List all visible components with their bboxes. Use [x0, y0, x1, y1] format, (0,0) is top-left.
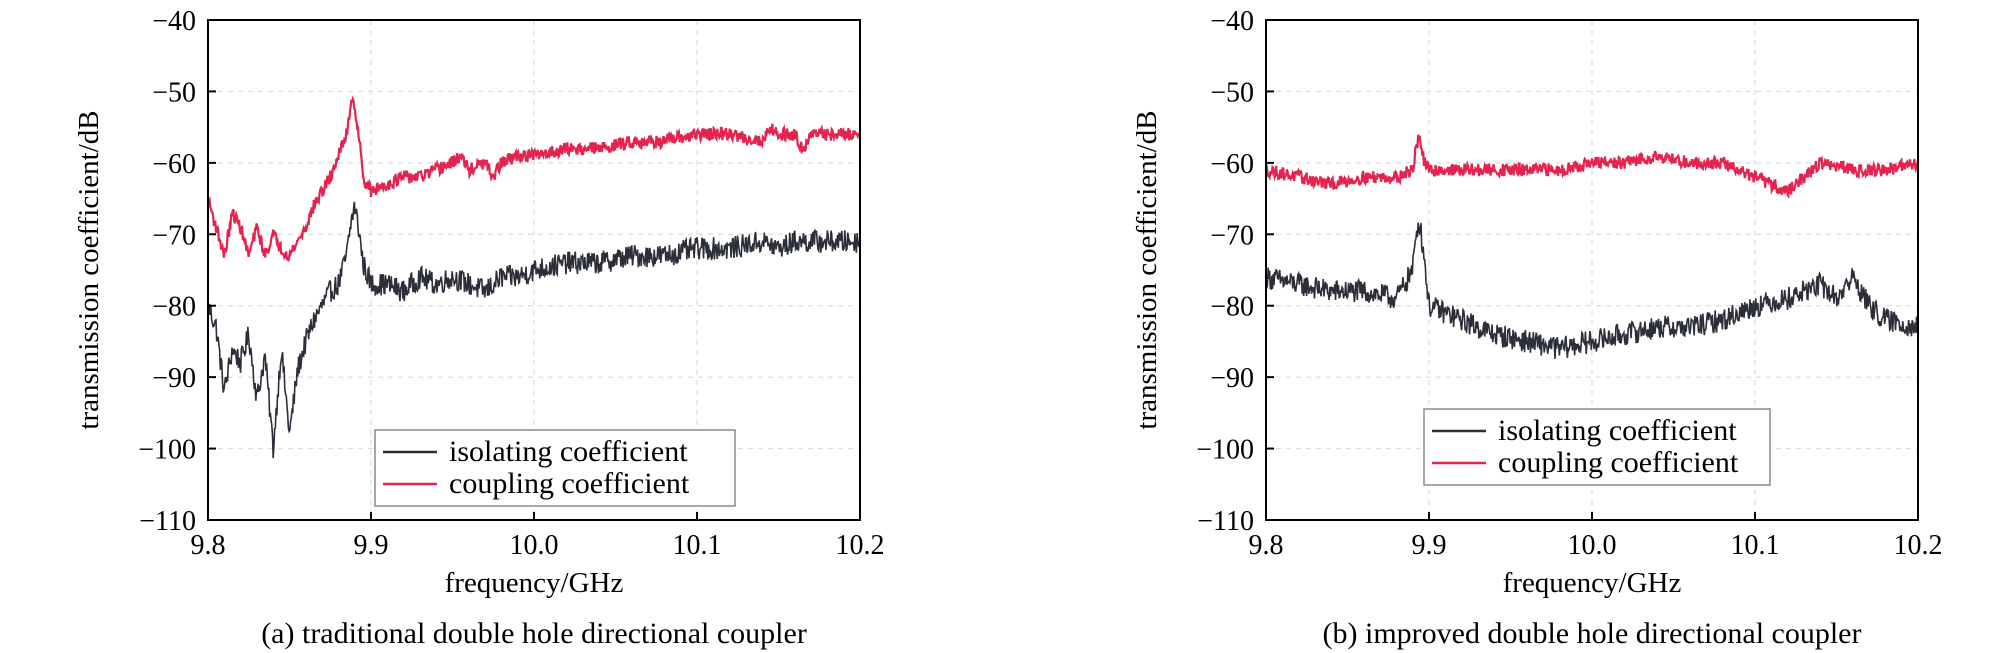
- panel-a: 9.8 9.9 10.0 10.1 10.2 −40 −50 −60 −70 −80 −90 −100…: [73, 6, 885, 650]
- legend-label: isolating coefficient: [449, 435, 688, 468]
- y-tick-label: −80: [152, 292, 196, 323]
- x-tick-label: 10.0: [1568, 530, 1617, 561]
- x-tick-label: 9.9: [354, 530, 389, 561]
- y-tick-label: −80: [1210, 292, 1254, 323]
- x-axis-title: frequency/GHz: [1503, 567, 1682, 599]
- y-tick-label: −90: [152, 363, 196, 394]
- panel-caption: (a) traditional double hole directional …: [261, 617, 807, 650]
- y-axis-title: transmission coefficient/dB: [73, 110, 105, 429]
- y-tick-label: −50: [1210, 77, 1254, 108]
- y-tick-label: −90: [1210, 363, 1254, 394]
- y-tick-label: −70: [152, 220, 196, 251]
- x-tick-label: 10.2: [1894, 530, 1943, 561]
- legend-label: coupling coefficient: [1498, 446, 1739, 479]
- y-tick-label: −40: [152, 6, 196, 37]
- legend-label: coupling coefficient: [449, 467, 690, 500]
- isolating-series-line: [208, 201, 860, 459]
- y-tick-label: −70: [1210, 220, 1254, 251]
- y-tick-label: −60: [1210, 149, 1254, 180]
- panel-caption: (b) improved double hole directional cou…: [1323, 617, 1862, 650]
- coupling-series-line: [208, 95, 860, 262]
- isolating-series-line: [1266, 222, 1918, 360]
- x-tick-label: 10.1: [673, 530, 722, 561]
- x-tick-label: 10.0: [510, 530, 559, 561]
- x-tick-label: 10.2: [836, 530, 885, 561]
- y-tick-label: −110: [1197, 506, 1254, 537]
- panel-b: 9.8 9.9 10.0 10.1 10.2 −40 −50 −60 −70 −80 −90 −100…: [1131, 6, 1943, 650]
- y-tick-label: −40: [1210, 6, 1254, 37]
- coupling-series-line: [1266, 134, 1918, 199]
- legend-label: isolating coefficient: [1498, 414, 1737, 447]
- x-tick-label: 9.8: [191, 530, 226, 561]
- legend-box: [374, 429, 736, 507]
- y-tick-label: −100: [138, 435, 196, 466]
- y-tick-label: −50: [152, 77, 196, 108]
- x-tick-label: 9.9: [1412, 530, 1447, 561]
- y-tick-label: −110: [139, 506, 196, 537]
- y-tick-label: −60: [152, 149, 196, 180]
- x-tick-label: 10.1: [1731, 530, 1780, 561]
- x-tick-label: 9.8: [1249, 530, 1284, 561]
- y-axis-title: transmission coefficient/dB: [1131, 110, 1163, 429]
- y-tick-label: −100: [1196, 435, 1254, 466]
- legend-box: [1423, 408, 1771, 486]
- x-axis-title: frequency/GHz: [445, 567, 624, 599]
